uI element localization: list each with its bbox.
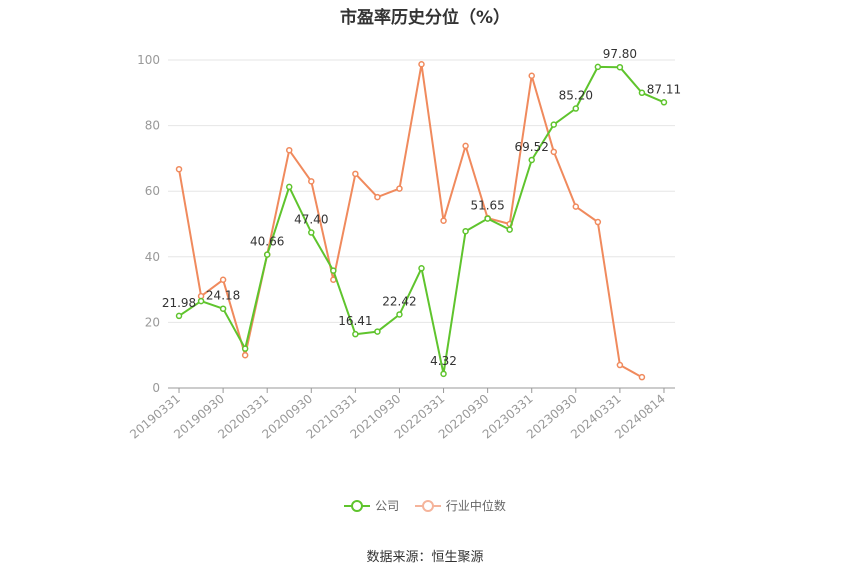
data-point-company xyxy=(462,227,469,235)
data-point-company xyxy=(285,183,293,191)
y-tick-label: 40 xyxy=(145,250,160,264)
data-point-company xyxy=(572,105,580,112)
data-point-company xyxy=(396,311,403,318)
data-label: 4.32 xyxy=(430,354,457,368)
data-point-industry xyxy=(241,351,249,359)
data-point-industry xyxy=(308,178,315,185)
chart-title: 市盈率历史分位（%） xyxy=(339,8,511,28)
data-point-company xyxy=(219,305,227,312)
data-point-industry xyxy=(175,165,183,173)
data-point-company xyxy=(638,89,646,97)
data-point-company xyxy=(374,328,381,335)
legend-label-industry: 行业中位数 xyxy=(445,499,506,513)
y-tick-label: 0 xyxy=(152,381,160,395)
data-label: 21.98 xyxy=(162,296,196,310)
y-tick-label: 100 xyxy=(137,53,160,67)
data-point-company xyxy=(594,63,602,71)
data-point-company xyxy=(616,63,624,71)
legend-swatch-industry xyxy=(414,499,441,513)
data-label: 24.18 xyxy=(206,289,240,303)
data-label: 85.20 xyxy=(559,89,593,103)
data-point-company xyxy=(418,265,425,272)
y-tick-label: 80 xyxy=(145,119,160,133)
data-point-company xyxy=(308,229,315,236)
data-point-company xyxy=(660,99,668,106)
data-point-industry xyxy=(219,276,227,284)
y-tick-label: 60 xyxy=(145,184,160,198)
data-point-company xyxy=(330,267,337,274)
data-point-industry xyxy=(638,373,646,381)
data-label: 47.40 xyxy=(294,213,328,227)
data-label: 87.11 xyxy=(647,82,681,96)
legend: 公司 行业中位数 xyxy=(0,497,850,516)
data-point-industry xyxy=(396,185,403,192)
data-point-company xyxy=(175,312,183,320)
data-point-company xyxy=(550,121,558,128)
data-point-industry xyxy=(594,218,602,226)
data-point-industry xyxy=(550,148,558,156)
data-point-industry xyxy=(462,142,469,150)
data-point-industry xyxy=(440,217,447,224)
data-point-industry xyxy=(285,146,293,154)
legend-label-company: 公司 xyxy=(375,499,400,513)
data-point-industry xyxy=(572,203,580,210)
data-point-industry xyxy=(374,193,381,201)
data-point-company xyxy=(506,226,513,233)
legend-item-industry[interactable]: 行业中位数 xyxy=(414,497,506,514)
data-point-industry xyxy=(616,361,624,369)
legend-item-company[interactable]: 公司 xyxy=(344,497,399,514)
data-point-company xyxy=(440,370,447,378)
data-label: 16.41 xyxy=(338,314,372,328)
data-label: 69.52 xyxy=(515,140,549,154)
data-point-industry xyxy=(528,72,535,79)
data-label: 22.42 xyxy=(382,294,416,308)
data-label: 97.80 xyxy=(603,47,637,61)
data-label: 40.66 xyxy=(250,235,284,249)
data-point-company xyxy=(197,297,205,305)
data-source: 数据来源：恒生聚源 xyxy=(366,550,484,565)
data-point-company xyxy=(352,330,359,338)
y-tick-label: 20 xyxy=(145,315,160,329)
data-point-company xyxy=(528,156,535,164)
data-label: 51.65 xyxy=(470,199,504,213)
data-point-industry xyxy=(352,170,359,178)
legend-swatch-company xyxy=(344,499,371,513)
data-point-industry xyxy=(418,61,425,68)
data-point-company xyxy=(241,345,249,352)
data-point-company xyxy=(263,251,271,258)
data-point-company xyxy=(484,215,491,222)
